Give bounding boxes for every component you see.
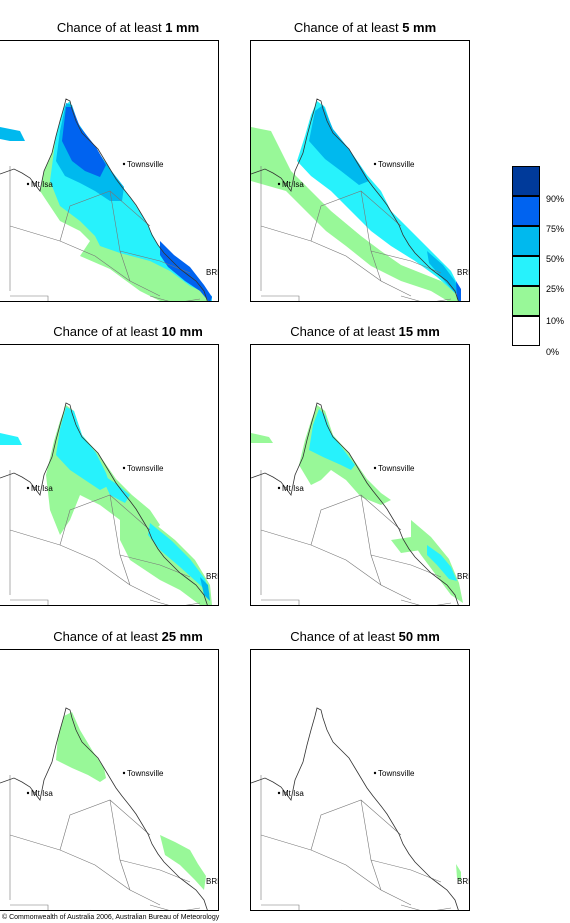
panel-title-15mm: Chance of at least 15 mm (290, 324, 440, 339)
legend-label-90: 90% (546, 194, 565, 204)
panel-title-1mm: Chance of at least 1 mm (56, 20, 200, 35)
label-townsville: Townsville (378, 769, 415, 778)
map-50mm: Townsville Mt Isa BRIS (250, 649, 470, 911)
legend-swatch-10 (512, 286, 540, 316)
label-mt-isa: Mt Isa (31, 484, 53, 493)
legend-swatch-50 (512, 226, 540, 256)
map-10mm: Townsville Mt Isa BRIS (0, 344, 219, 606)
legend-swatch-25 (512, 256, 540, 286)
label-bris: BRIS (206, 877, 218, 886)
panel-title-50mm: Chance of at least 50 mm (290, 629, 440, 644)
label-townsville: Townsville (127, 160, 164, 169)
panel-title-5mm: Chance of at least 5 mm (293, 20, 437, 35)
label-bris: BRIS (457, 268, 469, 277)
panel-title-25mm: Chance of at least 25 mm (53, 629, 203, 644)
label-bris: BRIS (206, 572, 218, 581)
label-bris: BRIS (206, 268, 218, 277)
map-15mm: Townsville Mt Isa BRIS (250, 344, 470, 606)
map-25mm: Townsville Mt Isa BRIS (0, 649, 219, 911)
label-townsville: Townsville (127, 769, 164, 778)
panel-title-10mm: Chance of at least 10 mm (53, 324, 203, 339)
label-mt-isa: Mt Isa (31, 180, 53, 189)
legend-label-50: 50% (546, 254, 565, 264)
label-mt-isa: Mt Isa (31, 789, 53, 798)
label-mt-isa: Mt Isa (282, 180, 304, 189)
label-mt-isa: Mt Isa (282, 484, 304, 493)
label-bris: BRIS (457, 877, 469, 886)
copyright-footer: © Commonwealth of Australia 2006, Austra… (2, 914, 220, 921)
map-1mm: Townsville Mt Isa BRIS (0, 40, 219, 302)
map-5mm: Townsville Mt Isa BRIS (250, 40, 470, 302)
label-townsville: Townsville (378, 160, 415, 169)
legend-swatch-75 (512, 196, 540, 226)
legend-label-10: 10% (546, 316, 565, 326)
legend-label-25: 25% (546, 284, 565, 294)
label-bris: BRIS (457, 572, 469, 581)
legend-label-0: 0% (546, 347, 560, 357)
label-mt-isa: Mt Isa (282, 789, 304, 798)
legend-label-75: 75% (546, 224, 565, 234)
legend-swatch-90 (512, 166, 540, 196)
label-townsville: Townsville (378, 464, 415, 473)
label-townsville: Townsville (127, 464, 164, 473)
legend-swatch-0 (512, 316, 540, 346)
